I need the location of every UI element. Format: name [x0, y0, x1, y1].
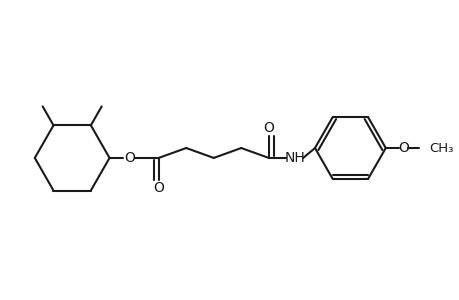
- Text: O: O: [153, 181, 164, 195]
- Text: O: O: [123, 151, 134, 165]
- Text: CH₃: CH₃: [428, 142, 453, 154]
- Text: O: O: [397, 141, 408, 155]
- Text: NH: NH: [284, 151, 305, 165]
- Text: O: O: [263, 121, 274, 135]
